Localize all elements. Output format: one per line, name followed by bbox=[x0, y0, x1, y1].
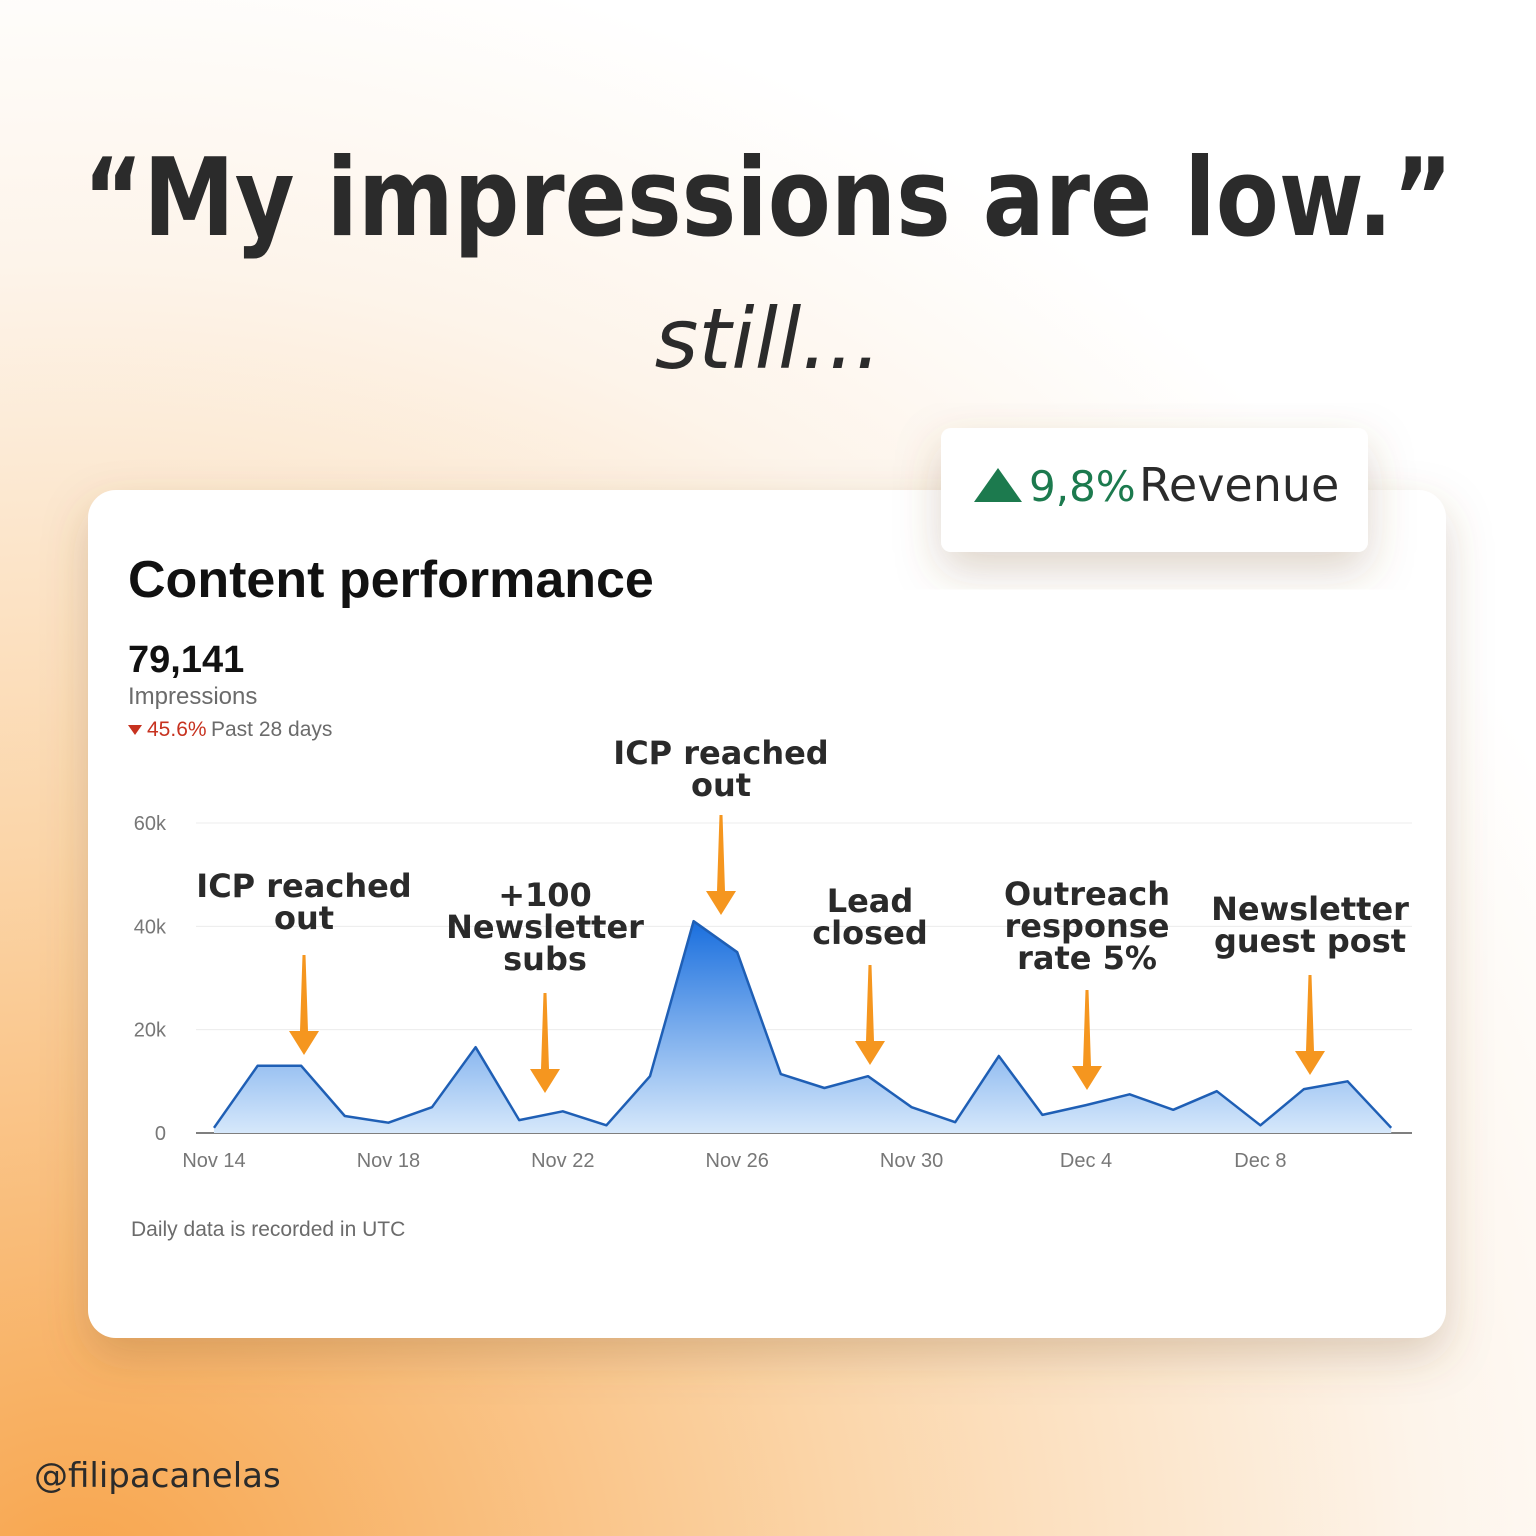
total: 79,141 bbox=[128, 639, 244, 681]
annotation-arrow bbox=[855, 965, 885, 1065]
badge-label: Revenue bbox=[1139, 458, 1339, 512]
line bbox=[212, 919, 1393, 1129]
period: Past 28 days bbox=[211, 718, 332, 741]
annotation-arrow bbox=[289, 955, 319, 1055]
annotation: Lead bbox=[827, 882, 914, 920]
annotation: subs bbox=[503, 940, 587, 978]
headline: “My impressions are low.” bbox=[83, 136, 1453, 261]
subtitle: still... bbox=[655, 290, 882, 388]
x-tick-label: Dec 8 bbox=[1234, 1150, 1286, 1172]
annotation: closed bbox=[812, 914, 928, 952]
annotation: guest post bbox=[1214, 922, 1406, 960]
badge-change: 9,8% bbox=[1029, 462, 1136, 511]
x-tick-label: Dec 4 bbox=[1060, 1150, 1112, 1172]
annotation: +100 bbox=[498, 876, 592, 914]
y-tick-label: 60k bbox=[134, 813, 167, 835]
annotation-arrow bbox=[706, 815, 736, 915]
card-title: Content performance bbox=[128, 551, 654, 609]
x-tick-label: Nov 22 bbox=[531, 1150, 594, 1172]
annotation-arrow bbox=[1072, 990, 1102, 1090]
annotation: Newsletter bbox=[1211, 890, 1409, 928]
annotation: ICP reached bbox=[196, 867, 411, 905]
handle: @filipacanelas bbox=[34, 1456, 281, 1496]
x-tick-label: Nov 30 bbox=[880, 1150, 943, 1172]
annotation: Outreach bbox=[1004, 875, 1170, 913]
annotation-arrow bbox=[530, 993, 560, 1093]
metric: Impressions bbox=[128, 683, 257, 710]
annotation: response bbox=[1005, 907, 1170, 945]
down-icon bbox=[128, 725, 142, 735]
footnote: Daily data is recorded in UTC bbox=[131, 1218, 405, 1241]
x-tick-label: Nov 26 bbox=[706, 1150, 769, 1172]
y-tick-label: 0 bbox=[155, 1123, 166, 1145]
area bbox=[214, 921, 1392, 1133]
annotation: out bbox=[691, 766, 751, 804]
x-tick-label: Nov 18 bbox=[357, 1150, 420, 1172]
x-tick-label: Nov 14 bbox=[182, 1150, 245, 1172]
up-icon bbox=[974, 468, 1022, 502]
annotation: out bbox=[274, 899, 334, 937]
annotation-arrow bbox=[1295, 975, 1325, 1075]
annotation: rate 5% bbox=[1017, 939, 1157, 977]
badge bbox=[941, 428, 1368, 552]
annotation: ICP reached bbox=[613, 734, 828, 772]
plot: 0 20k 40k 60k Nov 14 Nov 18 Nov 22 Nov 26 Nov 30… bbox=[134, 734, 1412, 1172]
annotation: Newsletter bbox=[446, 908, 644, 946]
y-tick-label: 40k bbox=[134, 916, 167, 938]
change: 45.6% bbox=[147, 718, 207, 741]
y-tick-label: 20k bbox=[134, 1020, 167, 1042]
